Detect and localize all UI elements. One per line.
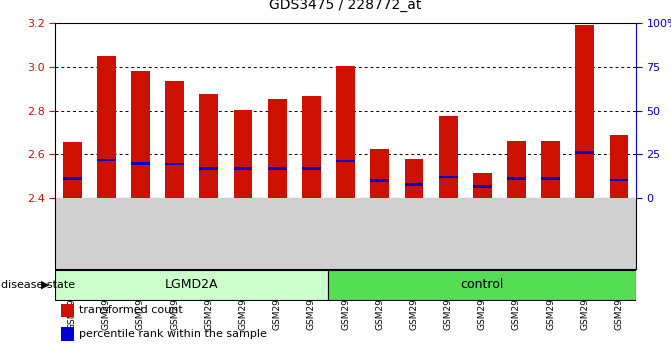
FancyBboxPatch shape [55,270,329,300]
Bar [268,167,287,170]
Bar [61,326,74,341]
Text: ▶: ▶ [41,280,50,290]
Bar [370,149,389,198]
Bar [62,177,81,180]
Bar [473,173,492,198]
Bar [165,81,184,198]
Bar [370,179,389,182]
Bar [576,152,595,154]
Bar [165,163,184,165]
Bar [439,116,458,198]
Bar [336,160,355,162]
Bar [199,94,218,198]
Bar [234,109,252,198]
Bar [610,178,629,181]
Bar [507,177,526,180]
Text: LGMD2A: LGMD2A [165,279,219,291]
Bar [131,71,150,198]
Bar [507,141,526,198]
FancyBboxPatch shape [329,270,636,300]
Text: GDS3475 / 228772_at: GDS3475 / 228772_at [269,0,422,12]
Text: transformed count: transformed count [79,305,183,315]
Bar [62,142,81,198]
Bar [405,159,423,198]
Bar [336,66,355,198]
Bar [97,56,115,198]
Text: disease state: disease state [1,280,75,290]
Bar [541,141,560,198]
Bar [541,177,560,180]
Bar [439,176,458,178]
Bar [473,185,492,188]
Bar [61,303,74,317]
Bar [302,167,321,170]
Bar [234,167,252,170]
Bar [576,25,595,198]
Bar [131,162,150,165]
Bar [268,98,287,198]
Bar [610,135,629,198]
Text: percentile rank within the sample: percentile rank within the sample [79,329,267,339]
Bar [199,167,218,170]
Text: control: control [460,279,504,291]
Bar [405,183,423,185]
Bar [302,96,321,198]
Bar [97,159,115,161]
